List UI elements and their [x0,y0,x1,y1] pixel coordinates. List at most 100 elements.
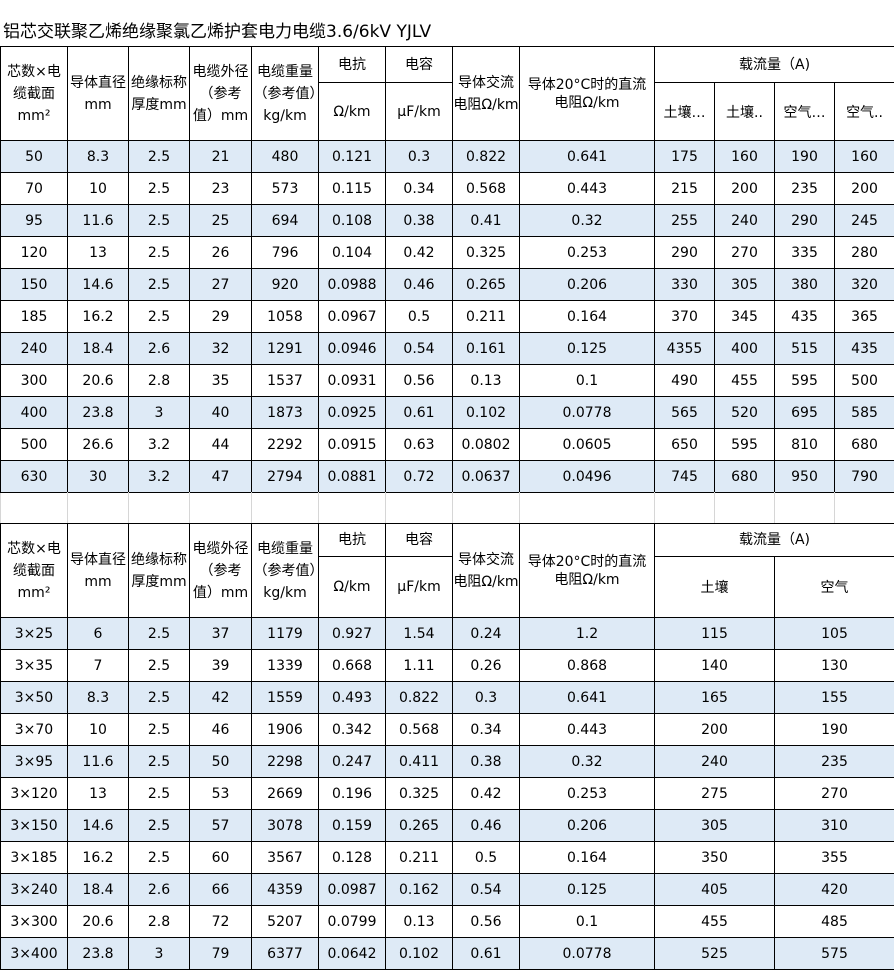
table-cell: 95 [0,204,68,237]
table-cell: 2.5 [128,204,190,237]
table-cell: 680 [714,460,775,493]
table-cell: 0.26 [452,649,520,682]
header-outer-diameter: 电缆外径（参考值）mm [189,523,252,618]
header-current-capacity: 载流量（A) [653,523,894,557]
table-cell: 365 [833,300,894,333]
table-cell: 0.206 [519,809,655,842]
table-cell: 120 [0,236,68,269]
table-cell: 0.56 [385,364,453,397]
header-conductor-diameter: 导体直径mm [67,46,129,141]
table-cell: 3×185 [0,841,68,874]
table-cell: 155 [773,681,894,714]
table-cell: 1559 [251,681,319,714]
table-cell: 455 [654,905,775,938]
table-cell: 0.0637 [452,460,520,493]
table-cell: 0.164 [519,841,655,874]
header-conductor-diameter: 导体直径mm [67,523,129,618]
table-cell: 4359 [251,873,319,906]
table-cell: 0.121 [318,140,386,173]
table-cell: 115 [654,617,775,650]
table-cell: 235 [774,172,835,205]
table-cell: 630 [0,460,68,493]
table-cell: 420 [773,873,894,906]
header-outer-diameter: 电缆外径（参考值）mm [189,46,252,141]
table-cell: 335 [774,236,835,269]
table-row: 150 14.6 2.5 27 920 0.0988 0.46 0.265 0.206 330 30… [0,268,894,301]
table-cell: 0.102 [452,396,520,429]
table-cell: 2.5 [128,681,190,714]
table-cell: 305 [654,809,775,842]
table-cell: 3 [128,396,190,429]
table-cell: 0.38 [452,745,520,778]
table-cell: 16.2 [67,300,129,333]
table-cell: 27 [189,268,252,301]
table-cell: 0.641 [519,681,655,714]
table-cell: 140 [654,649,775,682]
header-current-capacity: 载流量（A) [653,46,894,83]
header-weight: 电缆重量（参考值）kg/km [251,46,319,141]
table-cell: 46 [189,713,252,746]
header-dc-resistance: 导体20°C时的直流电阻Ω/km [519,46,655,141]
table-cell: 796 [251,236,319,269]
header-reactance-unit: Ω/km [318,82,386,141]
document-title: 铝芯交联聚乙烯绝缘聚氯乙烯护套电力电缆3.6/6kV YJLV [3,22,432,42]
header-current-sub: 土壤… [654,82,715,141]
table-cell: 4355 [654,332,715,365]
table-cell: 1179 [251,617,319,650]
table-cell: 565 [654,396,715,429]
table-cell: 240 [714,204,775,237]
table-cell: 235 [773,745,894,778]
table-cell: 14.6 [67,809,129,842]
table-cell: 345 [714,300,775,333]
table-row: 95 11.6 2.5 25 694 0.108 0.38 0.41 0.32 255 240 290… [0,204,894,237]
table-cell: 0.822 [452,140,520,173]
table-cell: 1.11 [385,649,453,682]
table-cell: 10 [67,713,129,746]
table-cell: 37 [189,617,252,650]
table-cell: 42 [189,681,252,714]
table-cell: 0.61 [385,396,453,429]
table-cell: 160 [714,140,775,173]
table-cell: 25 [189,204,252,237]
header-current-sub: 土壤.. [714,82,775,141]
cable-spec-table-three-core: 芯数×电缆截面mm² 导体直径mm 绝缘标称厚度mm 电缆外径（参考值）mm 电… [0,523,894,970]
table-cell: 320 [833,268,894,301]
table-cell: 0.0946 [318,332,386,365]
table-cell: 190 [774,140,835,173]
table-cell: 47 [189,460,252,493]
table-cell: 0.42 [452,777,520,810]
table-cell: 1.2 [519,617,655,650]
table-cell: 0.102 [385,937,453,970]
table-cell: 0.0799 [318,905,386,938]
table-cell: 0.5 [452,841,520,874]
table-cell: 0.493 [318,681,386,714]
table-cell: 0.568 [452,172,520,205]
table-cell: 0.0931 [318,364,386,397]
header-ac-resistance: 导体交流电阻Ω/km [452,46,520,141]
table-cell: 680 [833,428,894,461]
table-cell: 240 [0,332,68,365]
table-cell: 2.5 [128,713,190,746]
table-cell: 0.325 [452,236,520,269]
table-cell: 23.8 [67,396,129,429]
table-cell: 3×95 [0,745,68,778]
table-row: 120 13 2.5 26 796 0.104 0.42 0.325 0.253 290 270 33… [0,236,894,269]
table-cell: 745 [654,460,715,493]
table-cell: 1.54 [385,617,453,650]
table-cell: 0.3 [385,140,453,173]
header-current-sub: 空气… [774,82,835,141]
table-separator [0,492,894,524]
table-cell: 0.0967 [318,300,386,333]
table-cell: 400 [714,332,775,365]
header-ac-resistance: 导体交流电阻Ω/km [452,523,520,618]
table-cell: 270 [773,777,894,810]
table-cell: 30 [67,460,129,493]
table-cell: 0.0496 [519,460,655,493]
table-cell: 2669 [251,777,319,810]
table-row: 3×35 7 2.5 39 1339 0.668 1.11 0.26 0.868 140 130 [0,649,894,682]
table-cell: 595 [774,364,835,397]
table-cell: 105 [773,617,894,650]
table-cell: 490 [654,364,715,397]
table-row: 3×120 13 2.5 53 2669 0.196 0.325 0.42 0.253 275 27… [0,777,894,810]
table-cell: 60 [189,841,252,874]
